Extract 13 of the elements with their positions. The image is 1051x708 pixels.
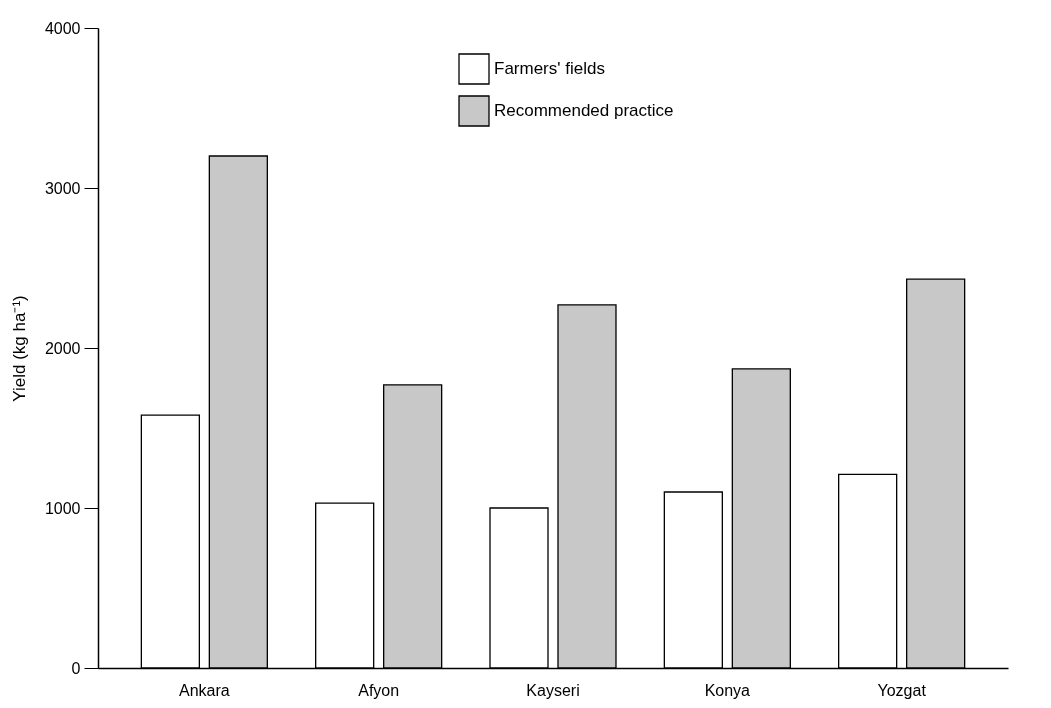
y-tick-label: 4000 (44, 19, 81, 37)
y-tick-label: 1000 (44, 499, 81, 517)
legend-label: Farmers' fields (494, 59, 605, 78)
legend-label: Recommended practice (494, 101, 674, 120)
x-tick-label: Ankara (178, 681, 230, 699)
y-axis-title: Yield (kg ha⁻¹) (9, 295, 29, 402)
x-tick-label: Konya (704, 681, 751, 699)
x-tick-label: Afyon (358, 681, 400, 699)
y-tick-label: 2000 (44, 339, 81, 357)
y-tick-label: 3000 (44, 179, 81, 197)
y-tick-label: 0 (71, 659, 81, 677)
x-tick-label: Yozgat (877, 681, 927, 699)
x-tick-label: Kayseri (526, 681, 580, 699)
